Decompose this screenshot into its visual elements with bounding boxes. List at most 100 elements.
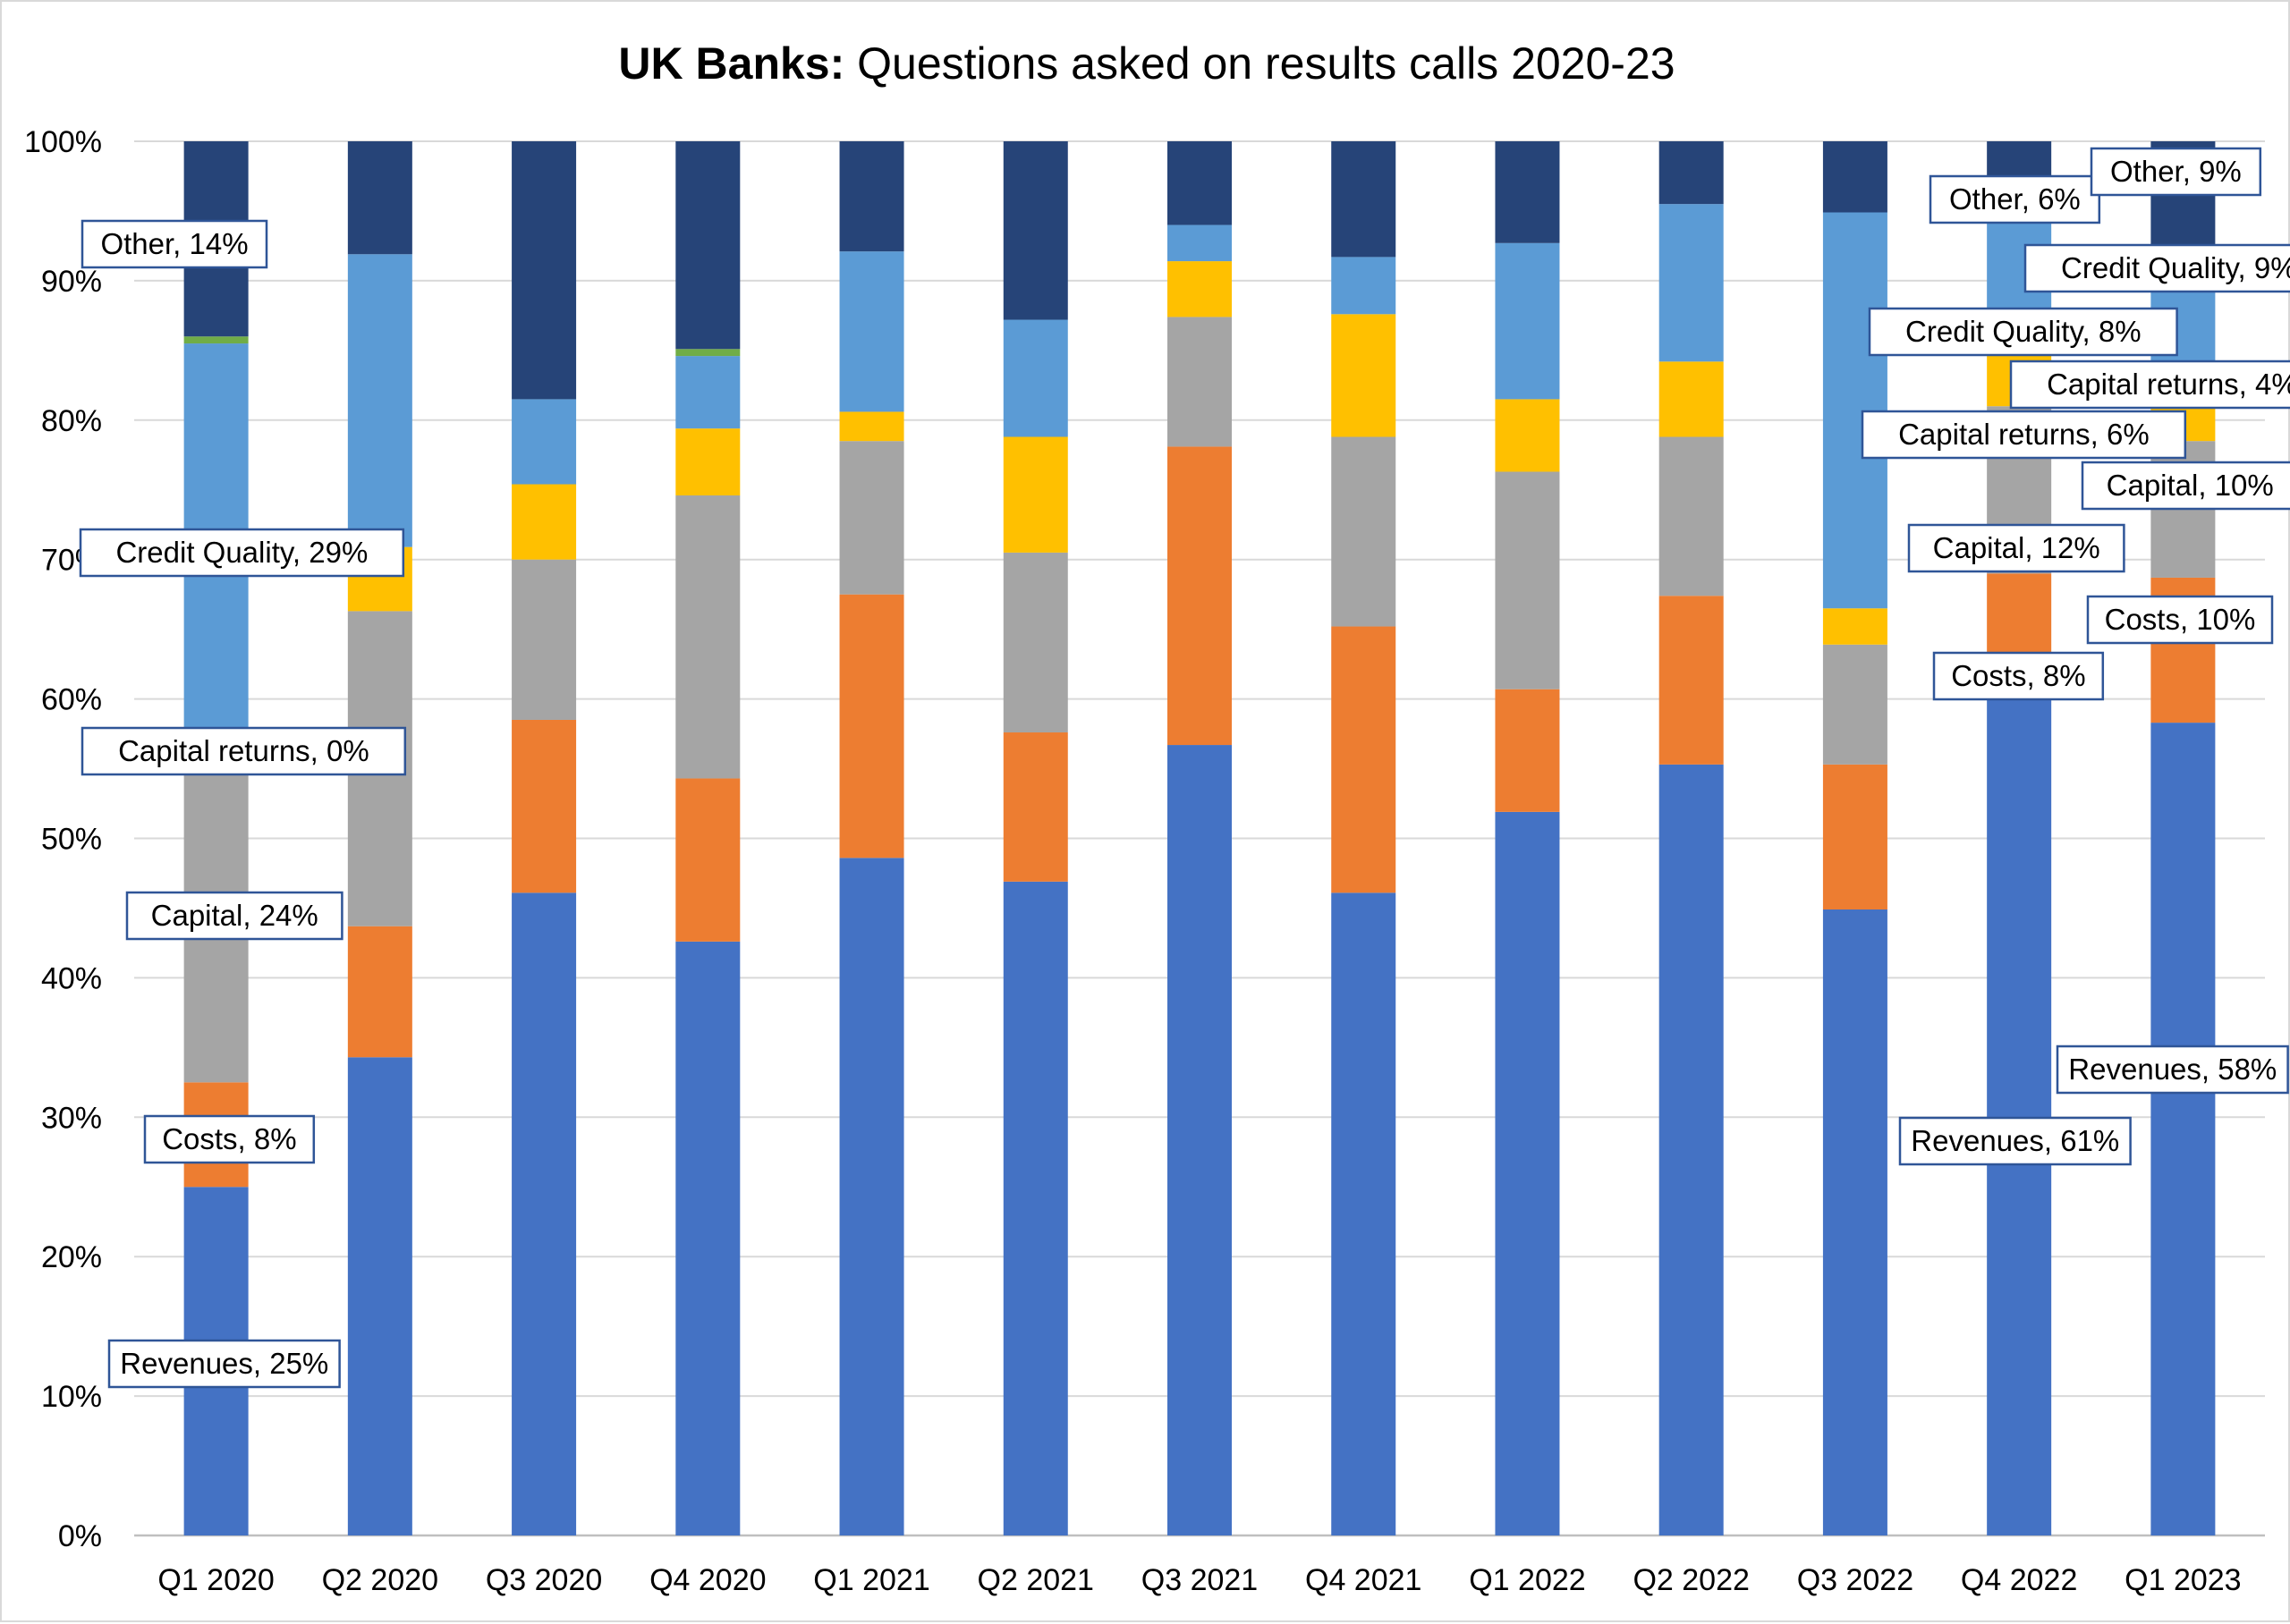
data-label-text: Capital returns, 4% [2047,368,2290,401]
data-label-text: Costs, 10% [2105,603,2256,636]
bar-segment-capital-returns [839,411,904,442]
x-category-label: Q4 2020 [649,1563,766,1597]
y-tick-label: 30% [41,1101,102,1135]
data-label-callout: Capital returns, 0% [81,726,407,776]
x-category-label: Q3 2022 [1797,1563,1913,1597]
data-label-callout: Other, 14% [81,219,268,269]
x-category-label: Q1 2022 [1469,1563,1585,1597]
data-label-text: Credit Quality, 9% [2061,251,2290,284]
y-tick-label: 40% [41,961,102,995]
y-tick-label: 100% [24,125,102,159]
data-label-callout: Revenues, 61% [1898,1116,2132,1166]
data-label-callouts: Other, 14% Credit Quality, 29% Capital ret… [79,147,2290,1389]
data-label-box [1929,174,2101,224]
bar-segment-credit-quality [1495,242,1560,400]
data-label-box [2056,1045,2289,1095]
data-label-text: Capital returns, 6% [1898,418,2150,451]
data-label-callout: Credit Quality, 8% [1868,307,2178,357]
bar-segment-revenues [347,1057,412,1535]
x-category-label: Q2 2021 [978,1563,1094,1597]
data-label-callout: Revenues, 58% [2056,1045,2289,1095]
bar-segment-credit-quality [1331,257,1396,315]
x-category-label: Q1 2023 [2125,1563,2241,1597]
bar-segment-other [675,141,741,350]
bar-segment-costs [512,719,577,893]
bar-segment-capital [839,441,904,595]
bar-segment-capital-returns [1822,608,1887,645]
bar-segment-other [347,141,412,255]
data-label-callout: Capital, 10% [2081,461,2290,511]
bar-segment-revenues [1822,909,1887,1535]
bar-segment-credit-quality [1167,224,1232,262]
data-label-box [1868,307,2178,357]
y-tick-label: 80% [41,404,102,438]
bars [183,141,2216,1535]
bar-segment-capital [675,495,741,779]
bar-segment-revenues [1003,881,1068,1535]
bar-segment-capital [1331,436,1396,627]
bar-segment-costs [1495,689,1560,812]
bar-segment-capital-returns [1167,261,1232,317]
data-label-box [143,1114,316,1164]
data-label-callout: Capital, 12% [1907,523,2125,573]
data-label-callout: Credit Quality, 29% [79,528,405,578]
data-label-box [1898,1116,2132,1166]
bar-segment-capital-returns [1658,361,1724,437]
data-label-box [1907,523,2125,573]
bar-segment-other [1003,141,1068,320]
x-axis-category-labels: Q1 2020 Q2 2020 Q3 2020 Q4 2020 Q1 2021 Q2 20… [157,1563,2241,1597]
chart-title-bold: UK Banks: [618,38,844,89]
bar-segment-costs [1822,764,1887,910]
y-tick-label: 60% [41,683,102,717]
data-label-box [2086,595,2274,645]
data-label-callout: Costs, 8% [1932,651,2105,701]
bar-segment-costs [347,926,412,1058]
bar-segment-costs [1167,446,1232,746]
data-label-text: Revenues, 61% [1911,1124,2119,1157]
chart-title-rest: Questions asked on results calls 2020-23 [844,38,1675,89]
data-label-text: Revenues, 58% [2068,1053,2277,1086]
bar-segment-costs [1003,732,1068,882]
data-label-callout: Costs, 10% [2086,595,2274,645]
y-axis-tick-labels: 0%10%20%30%40%50%60%70%80%90%100% [24,125,102,1553]
x-category-label: Q4 2021 [1305,1563,1421,1597]
data-label-box [2023,243,2290,293]
data-label-callout: Capital returns, 6% [1861,410,2187,460]
data-label-box [107,1339,341,1389]
bar-segment-capital [512,559,577,720]
bar-segment-revenues [839,858,904,1535]
data-label-callout: Other, 9% [2090,147,2262,197]
bar-segment-credit-quality [512,399,577,485]
data-label-text: Capital returns, 0% [118,734,369,767]
bar-segment-revenues [2150,723,2216,1535]
data-label-box [1932,651,2105,701]
x-category-label: Q1 2021 [813,1563,929,1597]
data-label-text: Other, 9% [2110,155,2242,188]
data-label-text: Other, 14% [100,227,248,260]
bar-segment-other-green [183,336,249,344]
data-label-text: Capital, 10% [2107,469,2274,502]
bar-segment-revenues [1658,764,1724,1535]
data-label-box [2081,461,2290,511]
data-label-box [81,219,268,269]
bar-segment-revenues [675,941,741,1535]
bar-segment-capital-returns [1331,314,1396,437]
bar-segment-capital-returns [1495,399,1560,472]
data-label-box [125,891,344,941]
data-label-text: Other, 6% [1949,182,2081,216]
x-category-label: Q1 2020 [157,1563,274,1597]
data-label-text: Costs, 8% [162,1122,296,1155]
bar-segment-capital-returns [1003,436,1068,553]
bar-segment-other [1331,141,1396,258]
bar-segment-costs [839,594,904,859]
data-label-text: Capital, 24% [151,899,318,932]
chart-title: UK Banks: Questions asked on results cal… [618,38,1675,89]
bar-segment-credit-quality [1658,204,1724,362]
y-tick-label: 20% [41,1240,102,1274]
bar-segment-other [1822,141,1887,213]
bar-segment-costs [1331,626,1396,893]
bar-segment-capital [1658,436,1724,596]
bar-segment-other [1495,141,1560,243]
